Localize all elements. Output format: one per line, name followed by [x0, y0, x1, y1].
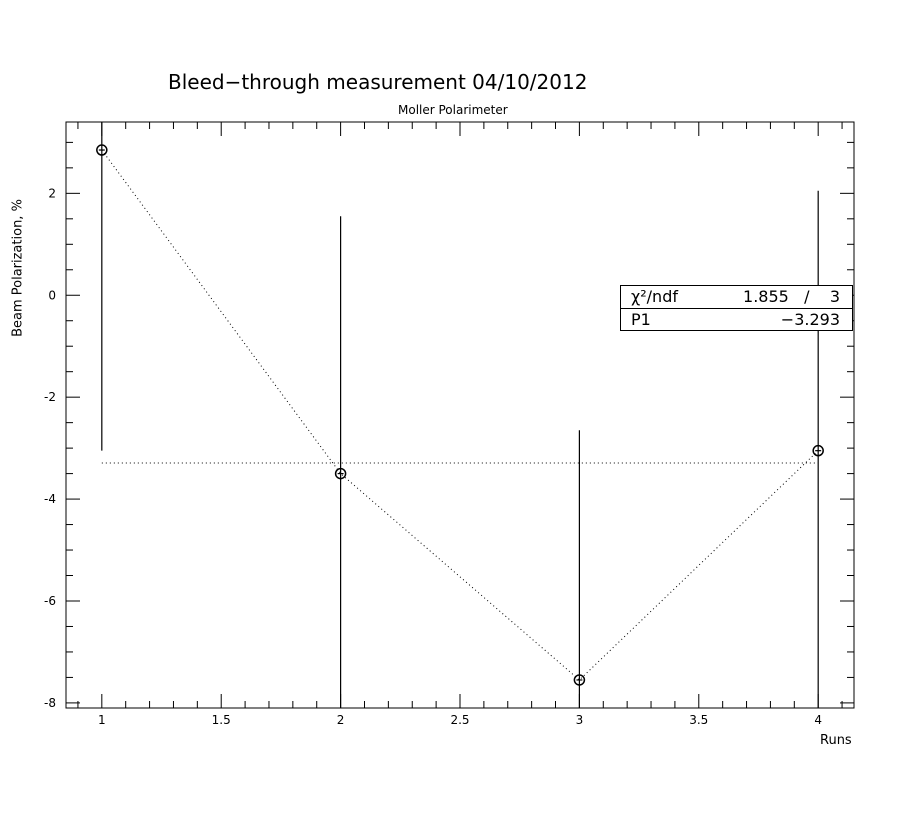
x-tick-label: 2 — [337, 713, 345, 727]
x-tick-label: 2.5 — [450, 713, 469, 727]
y-axis-label: Beam Polarization, % — [10, 199, 26, 337]
data-point — [573, 674, 586, 686]
connect-line — [101, 149, 819, 681]
x-tick-label: 4 — [814, 713, 822, 727]
y-tick-label: 0 — [48, 288, 56, 302]
chart-subtitle: Moller Polarimeter — [398, 103, 508, 117]
y-tick-label: -4 — [44, 492, 56, 506]
data-point — [334, 467, 347, 480]
p1-value: −3.293 — [780, 310, 840, 329]
x-tick-label: 1 — [98, 713, 106, 727]
y-tick-label: 2 — [48, 186, 56, 200]
chi2-label: χ²/ndf — [631, 287, 678, 306]
y-tick-label: -8 — [44, 696, 56, 710]
chart-title: Bleed−through measurement 04/10/2012 — [168, 70, 588, 94]
x-tick-label: 3 — [576, 713, 584, 727]
y-tick-label: -2 — [44, 390, 56, 404]
fit-stats-box: χ²/ndf 1.855 / 3 P1 −3.293 — [620, 285, 853, 331]
y-tick-label: -6 — [44, 594, 56, 608]
x-tick-label: 1.5 — [212, 713, 231, 727]
plot-frame — [65, 121, 855, 709]
data-series — [96, 122, 824, 708]
p1-label: P1 — [631, 310, 651, 329]
stats-row-chi2: χ²/ndf 1.855 / 3 — [621, 286, 852, 309]
data-point — [812, 444, 824, 457]
data-point — [96, 144, 108, 156]
stats-row-p1: P1 −3.293 — [621, 309, 852, 331]
x-axis-label: Runs — [820, 733, 852, 748]
axis-ticks — [66, 122, 854, 708]
x-tick-label: 3.5 — [689, 713, 708, 727]
axis-tick-labels: 1 1.5 2 2.5 3 3.5 4 -8 -6 -4 -2 0 2 — [44, 186, 822, 727]
chi2-value: 1.855 / 3 — [743, 287, 840, 306]
